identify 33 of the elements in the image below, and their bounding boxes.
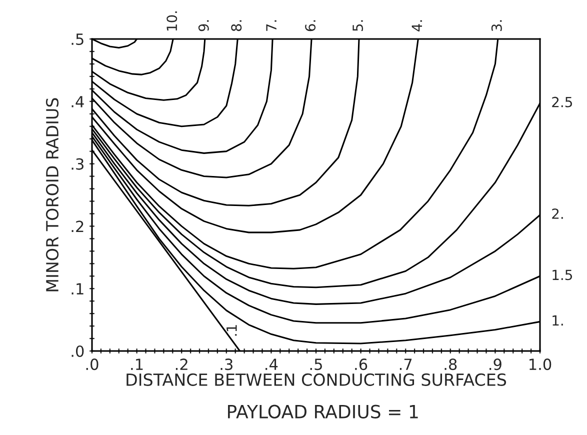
text: PAYLOAD RADIUS = 1 (228, 404, 418, 418)
y-tick-label: .4 (72, 96, 84, 108)
x-tick-label: 1.0 (530, 358, 552, 370)
text: 3. (491, 20, 502, 31)
x-tick-label: .4 (266, 358, 278, 370)
text: 4. (412, 20, 422, 32)
y-tick-label: .5 (72, 34, 84, 46)
x-tick-label: .2 (176, 358, 188, 370)
series-label: 2. (552, 208, 563, 219)
text: 7. (266, 20, 276, 31)
text: 9. (198, 20, 209, 32)
x-tick-label: .1 (131, 358, 143, 370)
x-tick-label: .8 (444, 358, 457, 370)
text: 6. (305, 20, 316, 32)
x-tick-label: .9 (490, 358, 502, 370)
text: 5. (352, 20, 364, 31)
y-tick-label: .2 (72, 220, 84, 232)
x-axis-title: DISTANCE BETWEEN CONDUCTING SURFACES (126, 373, 506, 386)
x-tick-label: .3 (220, 358, 232, 370)
x-tick-label: .5 (310, 358, 322, 370)
text: 8. (231, 20, 242, 32)
text: 10. (166, 11, 178, 31)
y-tick-label: .3 (72, 158, 84, 170)
y-axis-title: MINOR TOROID RADIUS (46, 98, 59, 292)
series-label: 1. (552, 315, 563, 326)
series-label: 2.5 (552, 96, 572, 108)
y-tick-label: .1 (72, 283, 84, 294)
series-label: 1.5 (552, 270, 572, 280)
x-tick-label: .7 (400, 358, 412, 370)
x-tick-label: .6 (355, 358, 368, 370)
text: .1 (226, 325, 237, 336)
x-tick-label: .0 (86, 358, 98, 370)
y-tick-label: .0 (72, 345, 84, 358)
